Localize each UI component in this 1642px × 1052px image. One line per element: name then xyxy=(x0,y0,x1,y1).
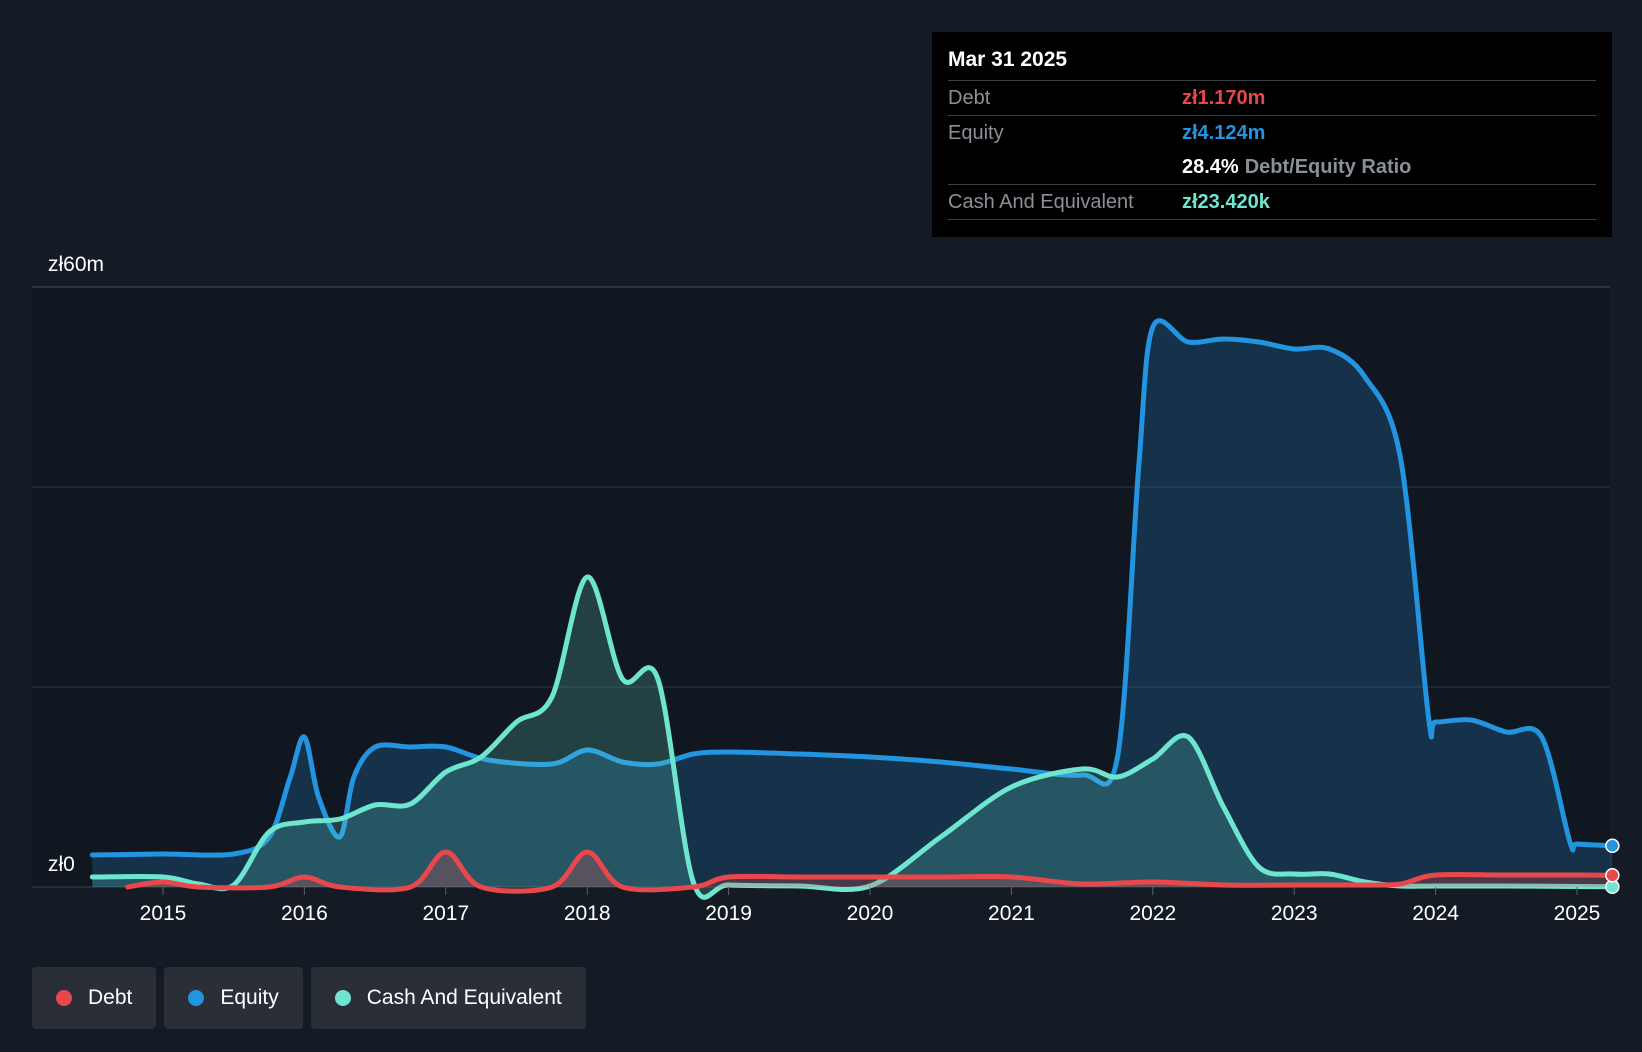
x-tick-label-2021: 2021 xyxy=(988,902,1035,925)
debt-area xyxy=(127,852,1613,892)
tooltip-ratio-row: 28.4% Debt/Equity Ratio xyxy=(948,150,1596,185)
x-tick-label-2018: 2018 xyxy=(564,902,611,925)
y-tick-label-60: zł60m xyxy=(48,253,104,276)
cash-and-equivalent-area xyxy=(92,576,1613,898)
y-tick-label-0: zł0 xyxy=(48,853,75,876)
debt-dot-icon xyxy=(56,990,72,1006)
x-tick-label-2020: 2020 xyxy=(847,902,894,925)
plot-background xyxy=(32,287,1610,887)
tooltip-equity-label: Equity xyxy=(948,122,1004,144)
legend-label-debt: Debt xyxy=(88,986,133,1009)
equity-line xyxy=(89,318,1615,858)
tooltip-cash-row: Cash And Equivalent zł23.420k xyxy=(948,185,1596,220)
tooltip-cash-label: Cash And Equivalent xyxy=(948,191,1134,213)
x-tick-label-2025: 2025 xyxy=(1554,902,1601,925)
x-tick-label-2019: 2019 xyxy=(705,902,752,925)
x-tick-label-2023: 2023 xyxy=(1271,902,1318,925)
equity-area xyxy=(92,320,1613,887)
legend-item-debt[interactable]: Debt xyxy=(32,967,157,1029)
x-tick-label-2015: 2015 xyxy=(140,902,187,925)
x-axis: 2015 2016 2017 2018 2019 2020 2021 2022 2023 2024… xyxy=(140,887,1601,925)
tooltip-equity-value: zł4.124m xyxy=(1182,122,1266,144)
tooltip-cash-value: zł23.420k xyxy=(1182,191,1270,213)
legend-label-equity: Equity xyxy=(220,986,279,1009)
x-tick-label-2017: 2017 xyxy=(422,902,469,925)
cash-dot-icon xyxy=(334,990,351,1006)
tooltip-ratio-label: Debt/Equity Ratio xyxy=(1244,156,1412,178)
equity-end-marker xyxy=(1605,838,1620,854)
debt-end-marker xyxy=(1605,868,1620,883)
tooltip-panel: Mar 31 2025 Debt zł1.170m Equity zł4.124… xyxy=(932,32,1612,237)
legend: Debt Equity Cash And Equivalent xyxy=(32,967,586,1029)
x-tick-label-2016: 2016 xyxy=(281,902,328,925)
legend-item-equity[interactable]: Equity xyxy=(164,967,303,1029)
tooltip-debt-value: zł1.170m xyxy=(1182,87,1266,109)
x-tick-label-2024: 2024 xyxy=(1412,902,1459,925)
series-layer xyxy=(89,318,1615,900)
tooltip-debt-label: Debt xyxy=(948,87,991,109)
x-tick-label-2022: 2022 xyxy=(1129,902,1176,925)
tooltip-ratio-value: 28.4% xyxy=(1182,156,1239,178)
debt-line xyxy=(125,849,1615,894)
legend-label-cash: Cash And Equivalent xyxy=(366,986,562,1009)
cash-and-equivalent-line xyxy=(89,574,1615,900)
y-axis-labels: zł60m zł0 xyxy=(48,253,104,876)
end-markers xyxy=(1605,838,1620,895)
tooltip-date: Mar 31 2025 xyxy=(948,46,1596,81)
equity-dot-icon xyxy=(188,990,205,1006)
legend-item-cash[interactable]: Cash And Equivalent xyxy=(310,967,586,1029)
tooltip-equity-row: Equity zł4.124m xyxy=(948,116,1596,150)
tooltip-debt-row: Debt zł1.170m xyxy=(948,81,1596,116)
